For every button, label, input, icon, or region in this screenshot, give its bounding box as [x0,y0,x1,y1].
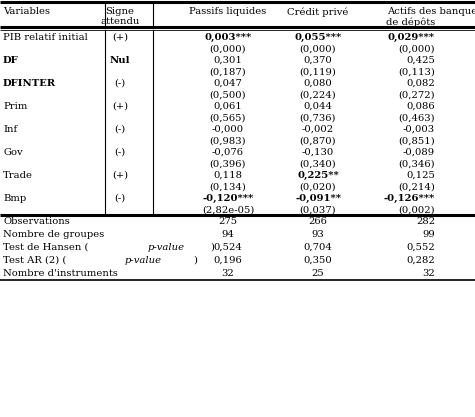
Text: attendu: attendu [100,17,140,26]
Text: DFINTER: DFINTER [3,79,56,88]
Text: 25: 25 [312,269,324,278]
Text: -0,003: -0,003 [403,125,435,134]
Text: Signe: Signe [105,7,134,16]
Text: (-): (-) [114,125,125,134]
Text: (-): (-) [114,194,125,203]
Text: (0,565): (0,565) [210,114,246,123]
Text: -0,130: -0,130 [302,148,334,157]
Text: (0,340): (0,340) [300,160,336,169]
Text: Trade: Trade [3,171,33,180]
Text: 0,044: 0,044 [304,102,332,111]
Text: (0,736): (0,736) [300,114,336,123]
Text: (+): (+) [112,33,128,42]
Text: (0,037): (0,037) [300,206,336,215]
Text: (0,396): (0,396) [210,160,246,169]
Text: 0,003***: 0,003*** [204,33,252,42]
Text: 275: 275 [218,217,238,226]
Text: Nul: Nul [110,56,130,65]
Text: Nombre d'instruments: Nombre d'instruments [3,269,118,278]
Text: (0,272): (0,272) [399,91,435,100]
Text: -0,002: -0,002 [302,125,334,134]
Text: 0,082: 0,082 [406,79,435,88]
Text: -0,091**: -0,091** [295,194,341,203]
Text: 0,370: 0,370 [304,56,332,65]
Text: (0,500): (0,500) [209,91,247,100]
Text: 0,301: 0,301 [214,56,242,65]
Text: 282: 282 [416,217,435,226]
Text: -0,126***: -0,126*** [384,194,435,203]
Text: Observations: Observations [3,217,70,226]
Text: ): ) [210,243,214,252]
Text: 0,047: 0,047 [214,79,242,88]
Text: Inf: Inf [3,125,17,134]
Text: 0,029***: 0,029*** [388,33,435,42]
Text: 0,125: 0,125 [406,171,435,180]
Text: (0,187): (0,187) [209,68,247,77]
Text: Prim: Prim [3,102,28,111]
Text: (0,214): (0,214) [398,183,435,192]
Text: (0,000): (0,000) [300,45,336,54]
Text: (0,020): (0,020) [300,183,336,192]
Text: (0,000): (0,000) [399,45,435,54]
Text: (+): (+) [112,171,128,180]
Text: Nombre de groupes: Nombre de groupes [3,230,104,239]
Text: ): ) [193,256,197,265]
Text: 0,704: 0,704 [304,243,332,252]
Text: p-value: p-value [125,256,162,265]
Text: (0,870): (0,870) [300,137,336,146]
Text: (0,119): (0,119) [300,68,336,77]
Text: 266: 266 [309,217,327,226]
Text: de dépôts: de dépôts [386,17,435,27]
Text: (2,82e-05): (2,82e-05) [202,206,254,215]
Text: 0,118: 0,118 [213,171,243,180]
Text: Gov: Gov [3,148,23,157]
Text: -0,120***: -0,120*** [202,194,254,203]
Text: 94: 94 [221,230,235,239]
Text: (0,224): (0,224) [300,91,336,100]
Text: 0,196: 0,196 [214,256,242,265]
Text: 32: 32 [222,269,234,278]
Text: Passifs liquides: Passifs liquides [190,7,266,16]
Text: 0,080: 0,080 [304,79,332,88]
Text: Actifs des banques: Actifs des banques [388,7,475,16]
Text: -0,089: -0,089 [403,148,435,157]
Text: 99: 99 [422,230,435,239]
Text: 93: 93 [312,230,324,239]
Text: Test de Hansen (: Test de Hansen ( [3,243,88,252]
Text: Test AR (2) (: Test AR (2) ( [3,256,66,265]
Text: DF: DF [3,56,19,65]
Text: 0,086: 0,086 [407,102,435,111]
Text: PIB relatif initial: PIB relatif initial [3,33,88,42]
Text: Crédit privé: Crédit privé [287,7,349,17]
Text: -0,076: -0,076 [212,148,244,157]
Text: (0,346): (0,346) [399,160,435,169]
Text: (0,134): (0,134) [209,183,247,192]
Text: 32: 32 [422,269,435,278]
Text: 0,061: 0,061 [214,102,242,111]
Text: (0,002): (0,002) [399,206,435,215]
Text: (-): (-) [114,148,125,157]
Text: 0,225**: 0,225** [297,171,339,180]
Text: 0,425: 0,425 [406,56,435,65]
Text: 0,524: 0,524 [214,243,242,252]
Text: (0,463): (0,463) [399,114,435,123]
Text: 0,282: 0,282 [406,256,435,265]
Text: 0,350: 0,350 [304,256,332,265]
Text: (0,113): (0,113) [398,68,435,77]
Text: (-): (-) [114,79,125,88]
Text: Bmp: Bmp [3,194,26,203]
Text: p-value: p-value [147,243,184,252]
Text: 0,055***: 0,055*** [294,33,342,42]
Text: (0,983): (0,983) [209,137,247,146]
Text: Variables: Variables [3,7,50,16]
Text: (0,851): (0,851) [398,137,435,146]
Text: (0,000): (0,000) [209,45,247,54]
Text: -0,000: -0,000 [212,125,244,134]
Text: (+): (+) [112,102,128,111]
Text: 0,552: 0,552 [406,243,435,252]
